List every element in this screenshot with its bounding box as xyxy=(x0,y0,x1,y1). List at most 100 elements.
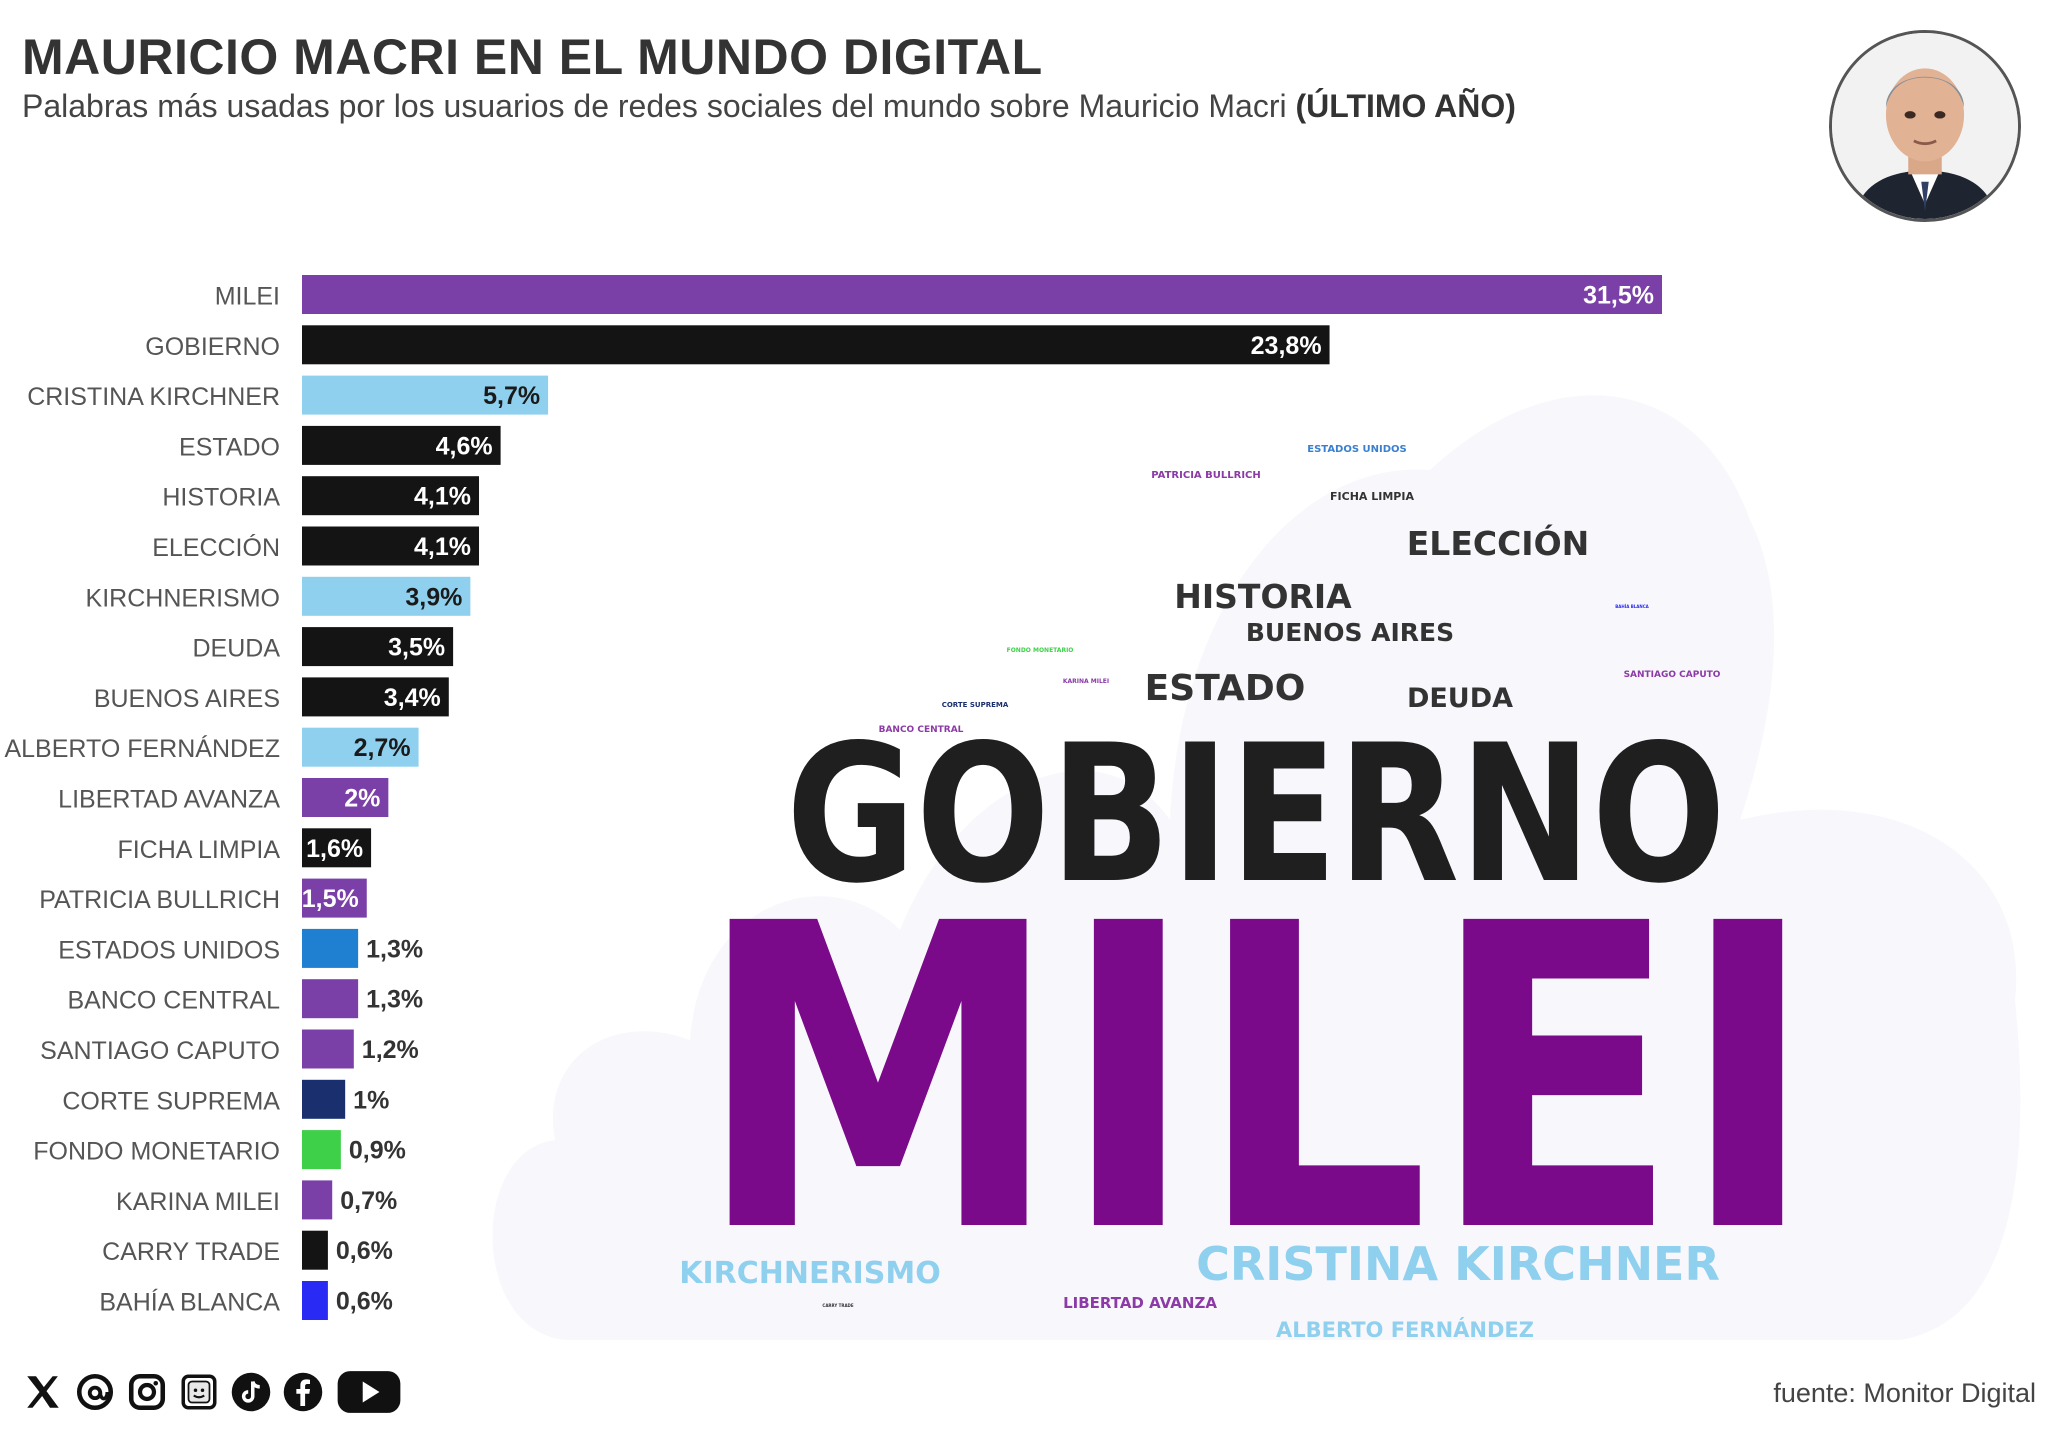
category-label: KARINA MILEI xyxy=(116,1188,280,1216)
category-label: SANTIAGO CAPUTO xyxy=(40,1037,280,1065)
value-label: 4,1% xyxy=(414,483,471,511)
value-label: 0,7% xyxy=(340,1187,397,1215)
bar xyxy=(302,878,367,918)
category-label: GOBIERNO xyxy=(145,333,280,361)
bar xyxy=(302,425,501,465)
cloud-word: KIRCHNERISMO xyxy=(679,1256,940,1291)
category-label: DEUDA xyxy=(192,635,280,663)
facebook-icon[interactable] xyxy=(280,1369,326,1415)
cloud-word: FONDO MONETARIO xyxy=(1007,647,1074,654)
threads-icon[interactable] xyxy=(72,1369,118,1415)
x-icon[interactable] xyxy=(20,1369,66,1415)
cloud-word: MILEI xyxy=(696,836,1816,1325)
value-label: 1,3% xyxy=(366,935,423,963)
bar xyxy=(302,928,359,968)
portrait-icon xyxy=(1832,33,2018,219)
value-label: 3,4% xyxy=(384,684,441,712)
bar xyxy=(302,1180,333,1220)
bar xyxy=(302,828,372,868)
value-label: 5,7% xyxy=(483,382,540,410)
cloud-word: ELECCIÓN xyxy=(1407,523,1590,563)
cloud-word: BANCO CENTRAL xyxy=(879,725,964,735)
bar xyxy=(302,1029,354,1069)
value-label: 23,8% xyxy=(1251,332,1322,360)
bar xyxy=(302,727,419,767)
value-label: 0,9% xyxy=(349,1137,406,1165)
value-label: 31,5% xyxy=(1583,282,1654,310)
cloud-word: LIBERTAD AVANZA xyxy=(1063,1294,1217,1312)
category-label: FICHA LIMPIA xyxy=(117,836,280,864)
bar xyxy=(302,1230,328,1270)
bar xyxy=(302,526,480,566)
bar xyxy=(302,627,454,667)
category-label: LIBERTAD AVANZA xyxy=(58,786,280,814)
category-label: CRISTINA KIRCHNER xyxy=(27,383,280,411)
bar xyxy=(302,1079,346,1119)
cloud-word: HISTORIA xyxy=(1174,577,1352,616)
value-label: 0,6% xyxy=(336,1237,393,1265)
value-label: 1,2% xyxy=(362,1036,419,1064)
value-label: 4,1% xyxy=(414,533,471,561)
bar xyxy=(302,275,1662,314)
youtube-icon[interactable] xyxy=(332,1369,406,1415)
bar xyxy=(302,375,549,415)
value-label: 4,6% xyxy=(436,432,493,460)
cloud-word: CARRY TRADE xyxy=(822,1303,853,1308)
cloud-word: ALBERTO FERNÁNDEZ xyxy=(1276,1317,1534,1342)
substack-icon[interactable] xyxy=(176,1369,222,1415)
value-label: 1,3% xyxy=(366,986,423,1014)
category-label: ESTADO xyxy=(179,433,280,461)
category-label: CARRY TRADE xyxy=(102,1238,280,1266)
value-label: 0,6% xyxy=(336,1288,393,1316)
cloud-shape xyxy=(492,395,2021,1340)
cloud-word: BUENOS AIRES xyxy=(1246,618,1454,647)
category-label: FONDO MONETARIO xyxy=(33,1138,280,1166)
category-label: ALBERTO FERNÁNDEZ xyxy=(4,734,280,763)
cloud-word: ESTADO xyxy=(1145,668,1306,709)
cloud-word: BAHÍA BLANCA xyxy=(1615,604,1649,609)
category-label: ELECCIÓN xyxy=(152,533,280,562)
value-label: 2% xyxy=(344,785,380,813)
category-label: MILEI xyxy=(215,283,280,311)
category-label: HISTORIA xyxy=(162,484,280,512)
value-label: 1,5% xyxy=(302,885,359,913)
value-label: 1% xyxy=(353,1086,389,1114)
category-label: KIRCHNERISMO xyxy=(86,584,280,612)
instagram-icon[interactable] xyxy=(124,1369,170,1415)
cloud-word: ESTADOS UNIDOS xyxy=(1307,444,1407,455)
cloud-word: FICHA LIMPIA xyxy=(1330,490,1414,503)
bar-series: MILEI 31,5% GOBIERNO 23,8% CRISTINA KIRCHNER… xyxy=(4,275,1662,1320)
portrait-photo xyxy=(1829,30,2021,222)
cloud-word: GOBIERNO xyxy=(786,704,1726,925)
page-subtitle: Palabras más usadas por los usuarios de … xyxy=(22,88,1516,125)
page-title: MAURICIO MACRI EN EL MUNDO DIGITAL xyxy=(22,29,1043,85)
social-links xyxy=(20,1366,406,1418)
bar xyxy=(302,979,359,1019)
cloud-word: PATRICIA BULLRICH xyxy=(1151,470,1261,481)
bar xyxy=(302,325,1330,365)
value-label: 1,6% xyxy=(306,835,363,863)
value-label: 3,9% xyxy=(405,583,462,611)
bar xyxy=(302,677,449,717)
bar xyxy=(302,476,480,516)
cloud-word: CRISTINA KIRCHNER xyxy=(1196,1237,1720,1291)
subtitle-period: (ÚLTIMO AÑO) xyxy=(1295,88,1516,124)
subtitle-text: Palabras más usadas por los usuarios de … xyxy=(22,88,1287,124)
cloud-word: KARINA MILEI xyxy=(1063,678,1109,685)
category-label: BUENOS AIRES xyxy=(94,685,280,713)
category-label: BANCO CENTRAL xyxy=(67,987,280,1015)
category-label: ESTADOS UNIDOS xyxy=(58,936,280,964)
cloud-word: SANTIAGO CAPUTO xyxy=(1624,670,1721,680)
tiktok-icon[interactable] xyxy=(228,1369,274,1415)
bar xyxy=(302,1281,328,1320)
cloud-word: DEUDA xyxy=(1407,683,1513,714)
category-label: CORTE SUPREMA xyxy=(62,1087,280,1115)
bar xyxy=(302,1130,341,1170)
category-label: PATRICIA BULLRICH xyxy=(39,886,280,914)
value-label: 2,7% xyxy=(354,734,411,762)
cloud-word: CORTE SUPREMA xyxy=(942,701,1009,709)
value-label: 3,5% xyxy=(388,634,445,662)
bar xyxy=(302,778,389,817)
